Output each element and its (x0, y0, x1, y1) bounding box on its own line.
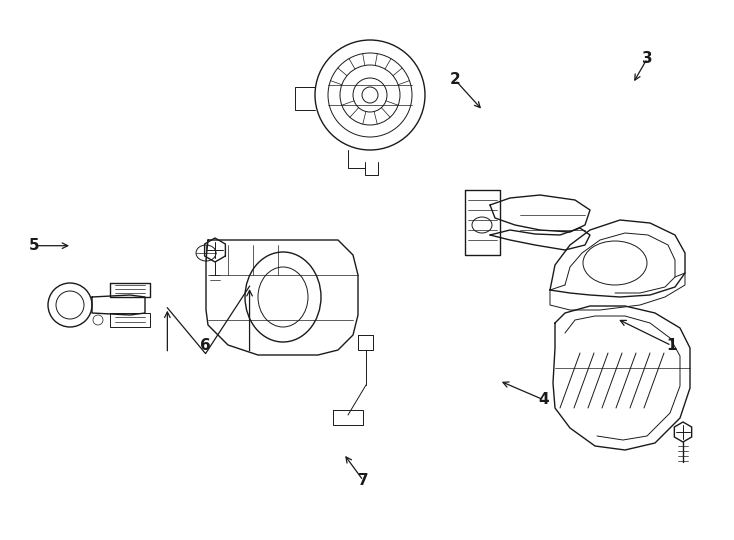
Text: 6: 6 (200, 338, 211, 353)
Text: 2: 2 (450, 72, 460, 87)
Text: 3: 3 (642, 51, 653, 66)
Text: 4: 4 (538, 392, 548, 407)
Polygon shape (675, 422, 691, 442)
Text: 7: 7 (358, 473, 368, 488)
Text: 1: 1 (666, 338, 677, 353)
Text: 5: 5 (29, 238, 40, 253)
